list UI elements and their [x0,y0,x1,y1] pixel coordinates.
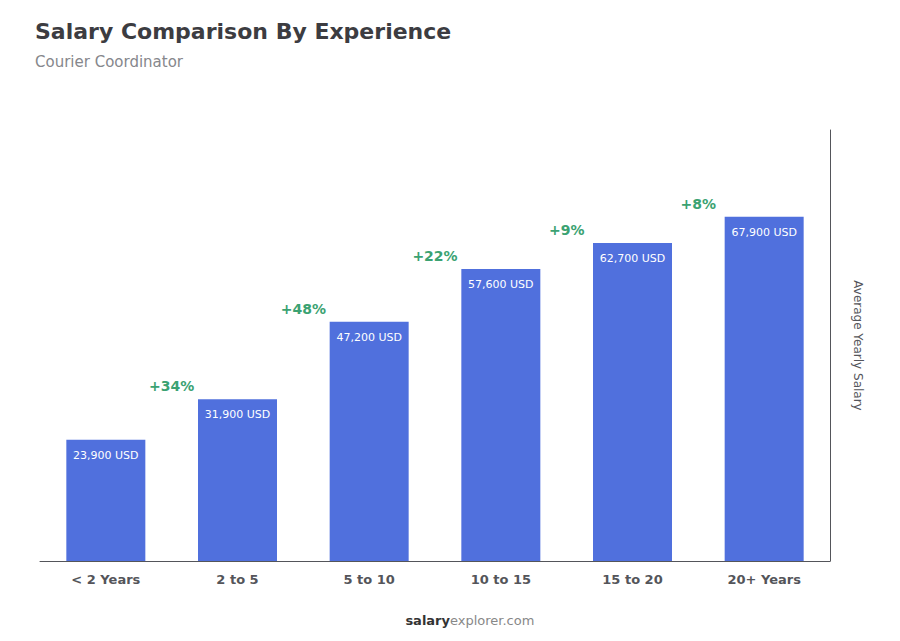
svg-text:+48%: +48% [281,301,326,317]
svg-text:57,600 USD: 57,600 USD [468,278,534,291]
svg-text:salary: salary [405,613,450,628]
svg-text:Salary Comparison By Experienc: Salary Comparison By Experience [35,19,451,44]
svg-text:20+ Years: 20+ Years [727,572,801,587]
svg-text:+8%: +8% [681,196,717,212]
svg-text:67,900 USD: 67,900 USD [731,226,797,239]
svg-text:Courier Coordinator: Courier Coordinator [35,53,184,71]
svg-text:10 to 15: 10 to 15 [471,572,531,587]
svg-text:+9%: +9% [549,222,585,238]
svg-text:47,200 USD: 47,200 USD [336,331,402,344]
svg-text:5 to 10: 5 to 10 [343,572,394,587]
svg-text:62,700 USD: 62,700 USD [600,252,666,265]
svg-text:+34%: +34% [149,378,194,394]
svg-text:23,900 USD: 23,900 USD [73,449,139,462]
svg-text:< 2 Years: < 2 Years [71,572,140,587]
svg-text:15 to 20: 15 to 20 [602,572,662,587]
svg-text:Average Yearly Salary: Average Yearly Salary [851,280,865,410]
svg-text:+22%: +22% [412,248,457,264]
svg-text:2 to 5: 2 to 5 [216,572,258,587]
svg-text:explorer.com: explorer.com [450,613,534,628]
svg-text:31,900 USD: 31,900 USD [205,408,271,421]
